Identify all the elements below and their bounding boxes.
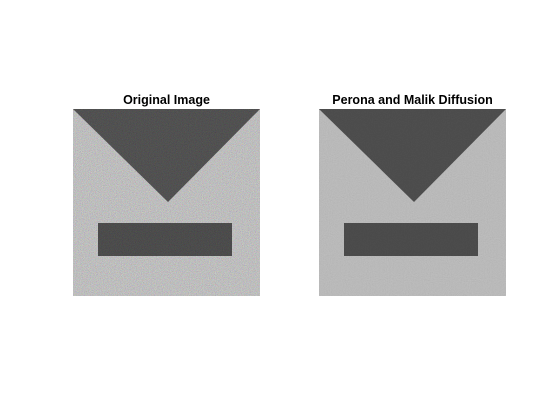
rectangle-shape — [344, 223, 478, 256]
original-image-title: Original Image — [123, 93, 210, 107]
smoothed-image-content — [319, 109, 506, 296]
triangle-shape — [73, 109, 260, 202]
diffusion-image-title: Perona and Malik Diffusion — [332, 93, 493, 107]
original-image-axes — [73, 109, 260, 296]
diffusion-image-axes — [319, 109, 506, 296]
rectangle-shape — [98, 223, 232, 256]
triangle-shape — [319, 109, 506, 202]
noisy-image-content — [73, 109, 260, 296]
